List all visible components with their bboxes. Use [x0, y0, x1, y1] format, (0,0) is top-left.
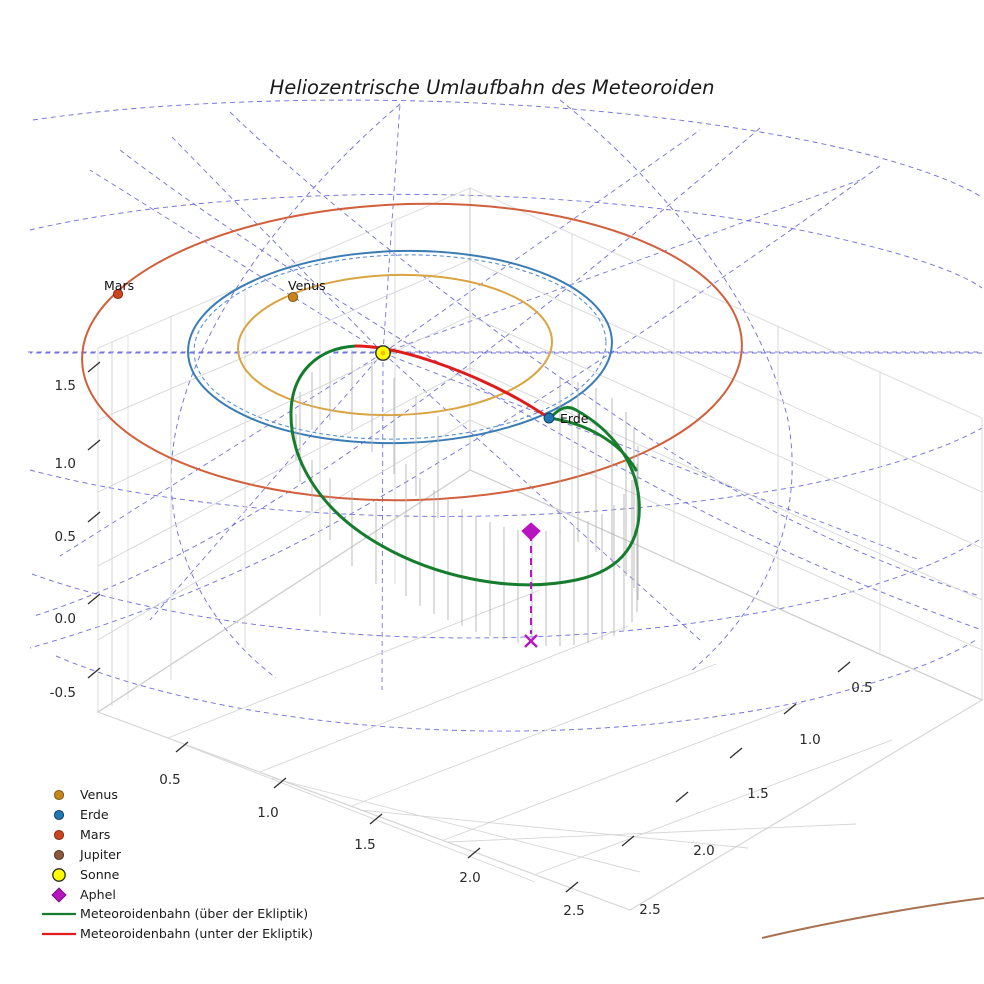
legend-label-venus: Venus: [80, 787, 118, 802]
planet-orbits: [81, 202, 984, 939]
marker-erde: [543, 412, 555, 424]
z-axis: 1.5 1.0 0.5 0.0 -0.5: [50, 361, 101, 701]
legend-item-mars[interactable]: Mars: [53, 827, 110, 842]
label-mars: Mars: [104, 278, 134, 293]
z-tick-2: 0.5: [55, 529, 76, 545]
legend-item-erde[interactable]: Erde: [53, 807, 109, 822]
axes-panes: [96, 187, 984, 911]
legend-item-aphel[interactable]: Aphel: [51, 887, 116, 903]
meteoroid-path-above-ecliptic-front: [547, 416, 638, 472]
label-venus: Venus: [288, 278, 326, 293]
legend-marker-jupiter: [53, 849, 65, 861]
z-tick-3: 0.0: [55, 611, 76, 627]
celestial-sphere-grid: [27, 99, 983, 732]
y-tick-2: 1.5: [747, 786, 768, 802]
legend-label-sonne: Sonne: [80, 867, 120, 882]
orbit-venus: [237, 273, 553, 417]
y-tick-4: 2.5: [639, 902, 660, 918]
orbit-jupiter: [761, 897, 984, 939]
x-tick-4: 2.5: [563, 903, 584, 919]
z-tick-0: 1.5: [55, 378, 76, 394]
page-title: Heliozentrische Umlaufbahn des Meteoroid…: [270, 76, 715, 99]
marker-venus: [287, 291, 299, 303]
legend-marker-erde: [53, 809, 65, 821]
legend-marker-mars: [53, 829, 65, 841]
x-axis: 0.5 1.0 1.5 2.0 2.5: [159, 741, 585, 919]
legend-item-bahn-unter[interactable]: Meteoroidenbahn (unter der Ekliptik): [42, 926, 313, 941]
z-tick-1: 1.0: [55, 456, 76, 472]
x-tick-1: 1.0: [257, 805, 278, 821]
x-tick-3: 2.0: [459, 870, 480, 886]
legend-label-jupiter: Jupiter: [79, 847, 122, 862]
aphel-marker: [521, 522, 541, 541]
x-tick-2: 1.5: [354, 837, 375, 853]
legend-item-venus[interactable]: Venus: [53, 787, 118, 802]
marker-sonne-core: [380, 350, 386, 356]
y-tick-3: 2.0: [693, 843, 714, 859]
legend-label-mars: Mars: [80, 827, 110, 842]
orbit-mars: [81, 202, 743, 502]
y-axis: 0.5 1.0 1.5 2.0 2.5: [621, 661, 873, 918]
planet-markers: Mars Venus Erde: [104, 278, 589, 426]
legend-label-aphel: Aphel: [80, 887, 116, 902]
legend-label-bahn-ueber: Meteoroidenbahn (über der Ekliptik): [80, 906, 308, 921]
y-tick-0: 0.5: [851, 680, 872, 696]
legend-label-erde: Erde: [80, 807, 109, 822]
legend: Venus Erde Mars Jupiter Sonne: [42, 787, 313, 941]
z-tick-4: -0.5: [50, 685, 76, 701]
y-tick-1: 1.0: [799, 732, 820, 748]
aphel-projection-x: [524, 634, 538, 648]
legend-item-jupiter[interactable]: Jupiter: [53, 847, 122, 862]
legend-label-bahn-unter: Meteoroidenbahn (unter der Ekliptik): [80, 926, 313, 941]
orbit-erde-highlight: [193, 254, 607, 440]
legend-marker-venus: [53, 789, 65, 801]
marker-mars: [112, 288, 124, 300]
aphel-group: [521, 522, 541, 648]
label-erde: Erde: [560, 411, 589, 426]
radial-spokes: [30, 103, 982, 691]
legend-item-bahn-ueber[interactable]: Meteoroidenbahn (über der Ekliptik): [42, 906, 308, 921]
orbit-erde: [187, 249, 613, 445]
meteoroid-path-below-ecliptic: [354, 344, 551, 420]
legend-item-sonne[interactable]: Sonne: [52, 867, 120, 882]
legend-marker-aphel: [51, 887, 67, 903]
legend-marker-sonne: [52, 868, 66, 882]
x-tick-0: 0.5: [159, 772, 180, 788]
meteoroid-orbit: [289, 344, 641, 587]
meteoroid-path-above-ecliptic: [289, 344, 641, 587]
